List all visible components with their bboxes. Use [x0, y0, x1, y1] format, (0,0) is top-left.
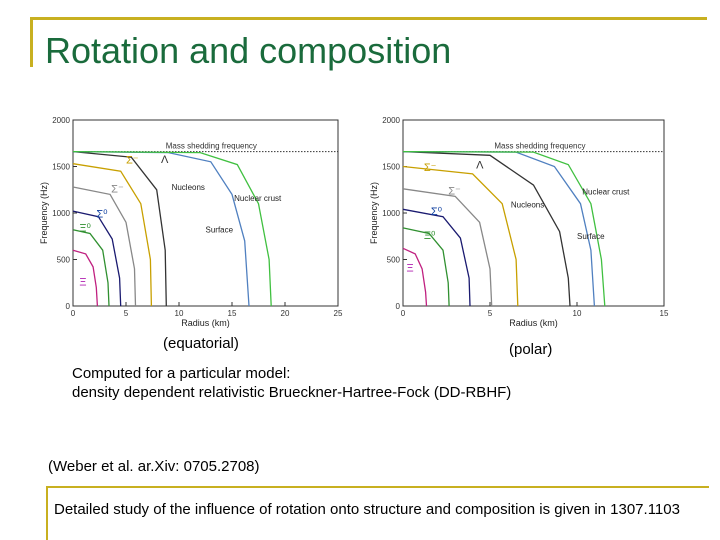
annotation-label: Nucleons [172, 183, 205, 192]
footer-accent-left [46, 486, 48, 540]
y-axis-label: Frequency (Hz) [39, 182, 49, 244]
reference: (Weber et al. ar.Xiv: 0705.2708) [48, 458, 260, 475]
annotation-label: Nuclear crust [582, 187, 630, 196]
series-line-1 [402, 227, 450, 307]
annotation-label: Surface [577, 232, 605, 241]
computed-line-1: Computed for a particular model: [72, 365, 291, 382]
x-tick-label: 20 [281, 309, 290, 318]
particle-label: Λ [476, 159, 484, 171]
series-line-0 [72, 249, 99, 307]
series-line-0 [402, 247, 428, 307]
computed-line-2: density dependent relativistic Brueckner… [72, 384, 512, 401]
series-line-3 [72, 186, 137, 307]
particle-label: Σ⁻ [448, 185, 461, 197]
series-line-2 [72, 210, 122, 307]
x-tick-label: 0 [401, 309, 406, 318]
y-tick-label: 1000 [52, 209, 70, 218]
particle-label: Σ⁰ [96, 209, 108, 221]
y-axis-label: Frequency (Hz) [369, 182, 379, 244]
caption-polar: (polar) [509, 341, 553, 358]
annotation-label: Surface [206, 226, 234, 235]
series-line-1 [72, 229, 110, 307]
polar-chart: 0 5 10 15 0 500 1000 1500 2000 Mass shedding freq… [369, 116, 669, 328]
series-line-7 [72, 150, 272, 307]
x-tick-label: 15 [228, 309, 237, 318]
particle-label: Σ⁻ [126, 155, 139, 167]
y-tick-label: 2000 [52, 116, 70, 125]
polar-plot: 0 5 10 15 0 500 1000 1500 2000 Mass shedding freq… [368, 112, 670, 332]
left-accent-line [30, 17, 33, 67]
series-line-2 [402, 208, 471, 307]
series-line-5 [72, 150, 167, 307]
footer-text: Detailed study of the influence of rotat… [54, 501, 680, 518]
top-accent-line [30, 17, 707, 20]
y-tick-label: 1000 [382, 209, 400, 218]
y-tick-label: 500 [57, 256, 71, 265]
x-tick-label: 25 [334, 309, 343, 318]
x-tick-label: 10 [175, 309, 184, 318]
x-tick-label: 5 [124, 309, 129, 318]
equatorial-chart: 0 5 10 15 20 25 0 500 1000 1500 2000 Mass shedding … [39, 116, 343, 328]
y-tick-label: 0 [396, 302, 401, 311]
slide-title: Rotation and composition [45, 30, 452, 71]
footer-accent-line [46, 486, 709, 488]
y-tick-label: 1500 [382, 163, 400, 172]
particle-label: Ξ [79, 277, 86, 289]
x-tick-label: 0 [71, 309, 76, 318]
particle-label: Ξ⁰ [79, 223, 91, 235]
equatorial-plot: 0 5 10 15 20 25 0 500 1000 1500 2000 Mass shedding … [38, 112, 344, 332]
annotation-label: Nuclear crust [234, 194, 282, 203]
series-line-5 [402, 150, 571, 307]
particle-label: Σ⁻ [424, 162, 437, 174]
y-tick-label: 1500 [52, 163, 70, 172]
y-tick-label: 0 [66, 302, 71, 311]
particle-label: Λ [161, 154, 169, 166]
x-tick-label: 5 [488, 309, 493, 318]
y-tick-label: 500 [387, 256, 401, 265]
mass-shedding-label: Mass shedding frequency [494, 142, 585, 151]
x-axis-label: Radius (km) [181, 318, 230, 328]
plot-frame [72, 119, 339, 307]
x-tick-label: 15 [660, 309, 669, 318]
particle-label: Ξ⁰ [424, 230, 436, 242]
caption-equatorial: (equatorial) [163, 335, 239, 352]
particle-label: Σ⁰ [431, 206, 443, 218]
x-axis-label: Radius (km) [509, 318, 558, 328]
series-line-4 [402, 165, 519, 307]
y-tick-label: 2000 [382, 116, 400, 125]
particle-label: Ξ [406, 263, 413, 275]
mass-shedding-label: Mass shedding frequency [166, 142, 257, 151]
x-tick-label: 10 [573, 309, 582, 318]
series-line-7 [402, 150, 606, 307]
series-line-3 [402, 188, 493, 307]
series-line-4 [72, 163, 153, 307]
annotation-label: Nucleons [511, 200, 544, 209]
particle-label: Σ⁻ [111, 184, 124, 196]
